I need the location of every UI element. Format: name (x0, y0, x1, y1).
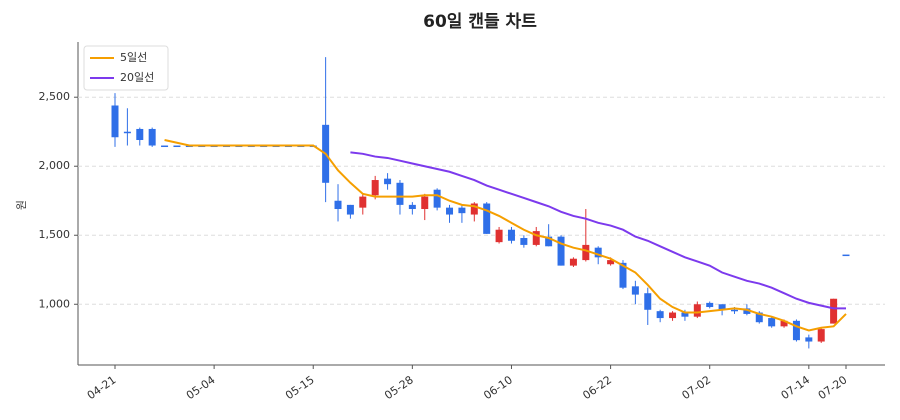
candle-body (123, 131, 131, 134)
chart-title: 60일 캔들 차트 (423, 12, 537, 32)
candle-body (396, 182, 404, 205)
candle-body (792, 320, 800, 341)
candle-body (681, 312, 689, 317)
candle-body (607, 260, 615, 265)
candle-body (483, 203, 491, 234)
candle-body (346, 204, 354, 215)
candle-body (730, 309, 738, 312)
candle-body (408, 204, 416, 210)
candle-body (619, 262, 627, 288)
candle-body (817, 329, 825, 342)
y-tick-label: 2,500 (39, 90, 71, 103)
legend-label: 5일선 (120, 50, 147, 64)
candle-body (532, 231, 540, 245)
candle-body (470, 203, 478, 215)
candle-body (805, 337, 813, 342)
y-tick-label: 1,000 (39, 297, 71, 310)
candle-body (433, 189, 441, 208)
candle-body (173, 145, 181, 148)
candle-body (507, 229, 515, 241)
candle-body (458, 207, 466, 214)
x-tick-label: 05-28 (382, 373, 416, 402)
candle-body (359, 196, 367, 208)
x-tick-label: 06-10 (481, 373, 515, 402)
candle-body (669, 312, 677, 319)
candle-body (842, 254, 850, 257)
legend: 5일선 20일선 (83, 45, 169, 91)
candle-body (718, 304, 726, 310)
candle-body (768, 318, 776, 327)
candle-body (557, 236, 565, 266)
candle-body (421, 196, 429, 210)
legend-label: 20일선 (120, 70, 154, 84)
candle-body (446, 207, 454, 215)
x-tick-label: 04-21 (85, 373, 119, 402)
candle-body (644, 293, 652, 310)
candle-body (755, 312, 763, 323)
ma-line (164, 139, 847, 332)
candle-body (693, 304, 701, 317)
candle-body (161, 145, 169, 148)
candle-body (111, 105, 119, 138)
y-axis-label: 원 (15, 200, 28, 210)
candle-body (384, 178, 392, 185)
candle-body (148, 128, 156, 146)
x-tick-label: 06-22 (580, 373, 614, 402)
x-tick-label: 07-02 (680, 373, 714, 402)
candle-body (780, 320, 788, 327)
candle-body (545, 236, 553, 247)
candle-body (706, 302, 714, 308)
x-tick-label: 05-15 (283, 373, 317, 402)
candle-body (520, 238, 528, 245)
candle-body (334, 200, 342, 210)
candle-body (656, 311, 664, 319)
candle-body (631, 286, 639, 295)
candle-body (569, 258, 577, 266)
y-tick-label: 2,000 (39, 159, 71, 172)
candle-body (371, 180, 379, 196)
x-tick-label: 05-04 (184, 373, 218, 402)
candle-body (495, 229, 503, 243)
candle-body (582, 244, 590, 261)
y-tick-label: 1,500 (39, 228, 71, 241)
x-tick-label: 07-20 (816, 373, 850, 402)
x-tick-label: 07-14 (779, 373, 813, 402)
candle-body (830, 298, 838, 324)
candle-body (594, 247, 602, 258)
ma-line (350, 151, 846, 310)
candle-body (743, 308, 751, 314)
candle-body (136, 128, 144, 141)
